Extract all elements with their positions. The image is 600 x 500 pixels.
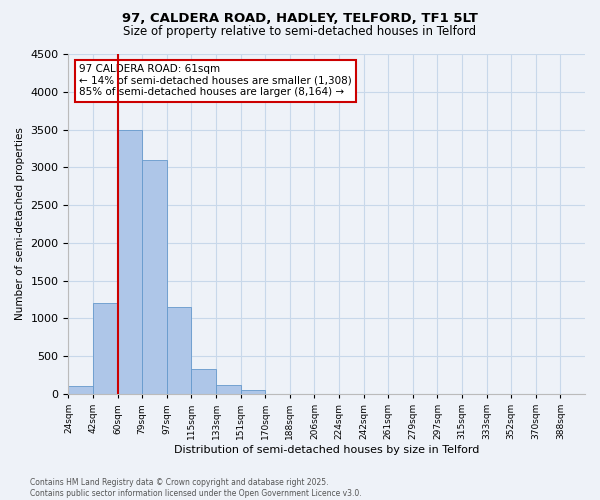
Bar xyxy=(142,160,167,394)
Bar xyxy=(93,304,118,394)
Bar xyxy=(241,390,265,394)
Bar xyxy=(118,130,142,394)
Bar xyxy=(216,385,241,394)
Bar xyxy=(167,307,191,394)
Text: 97, CALDERA ROAD, HADLEY, TELFORD, TF1 5LT: 97, CALDERA ROAD, HADLEY, TELFORD, TF1 5… xyxy=(122,12,478,26)
X-axis label: Distribution of semi-detached houses by size in Telford: Distribution of semi-detached houses by … xyxy=(174,445,479,455)
Bar xyxy=(191,369,216,394)
Text: Contains HM Land Registry data © Crown copyright and database right 2025.
Contai: Contains HM Land Registry data © Crown c… xyxy=(30,478,362,498)
Text: Size of property relative to semi-detached houses in Telford: Size of property relative to semi-detach… xyxy=(124,25,476,38)
Text: 97 CALDERA ROAD: 61sqm
← 14% of semi-detached houses are smaller (1,308)
85% of : 97 CALDERA ROAD: 61sqm ← 14% of semi-det… xyxy=(79,64,352,98)
Y-axis label: Number of semi-detached properties: Number of semi-detached properties xyxy=(15,128,25,320)
Bar xyxy=(68,386,93,394)
